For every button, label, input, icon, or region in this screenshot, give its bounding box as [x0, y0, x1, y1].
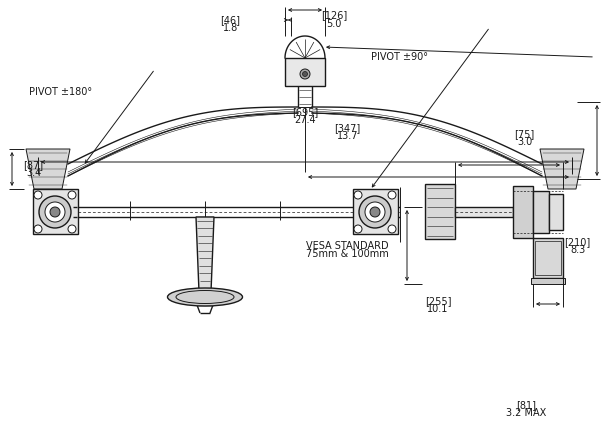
Text: [75]: [75]: [514, 129, 535, 139]
Circle shape: [300, 69, 310, 79]
Circle shape: [68, 191, 76, 199]
Circle shape: [388, 225, 396, 233]
Circle shape: [303, 72, 307, 76]
Circle shape: [354, 225, 362, 233]
Polygon shape: [196, 217, 214, 292]
Text: [347]: [347]: [334, 124, 361, 133]
Bar: [513, 186, 533, 238]
Text: PIVOT ±180°: PIVOT ±180°: [29, 87, 92, 97]
Circle shape: [34, 191, 42, 199]
Circle shape: [370, 207, 380, 217]
Circle shape: [45, 202, 65, 222]
Ellipse shape: [168, 288, 243, 306]
Text: [255]: [255]: [425, 297, 451, 306]
Circle shape: [388, 191, 396, 199]
Text: [695]: [695]: [292, 107, 318, 117]
Text: [87]: [87]: [24, 160, 43, 170]
Bar: [533, 191, 549, 233]
Text: 5.0: 5.0: [326, 19, 342, 28]
Circle shape: [359, 196, 391, 228]
Circle shape: [34, 225, 42, 233]
Bar: [285, 58, 325, 86]
Text: [81]: [81]: [516, 401, 536, 410]
Bar: [33, 189, 78, 234]
Text: 13.7: 13.7: [337, 132, 359, 141]
Text: 3.4: 3.4: [26, 168, 41, 177]
Circle shape: [365, 202, 385, 222]
Text: [126]: [126]: [321, 10, 348, 20]
Text: PIVOT ±90°: PIVOT ±90°: [371, 52, 428, 62]
Text: [210]: [210]: [564, 237, 591, 247]
Text: 8.3: 8.3: [570, 245, 585, 255]
Text: 3.2 MAX: 3.2 MAX: [506, 409, 546, 418]
Circle shape: [50, 207, 60, 217]
Text: VESA STANDARD: VESA STANDARD: [306, 241, 389, 251]
Circle shape: [39, 196, 71, 228]
Bar: [535, 241, 561, 275]
Circle shape: [354, 191, 362, 199]
Text: 3.0: 3.0: [517, 137, 532, 146]
Text: 75mm & 100mm: 75mm & 100mm: [306, 249, 389, 259]
Bar: [353, 189, 398, 234]
Polygon shape: [540, 149, 584, 189]
Bar: [455, 207, 513, 217]
Bar: [425, 184, 455, 239]
Circle shape: [68, 225, 76, 233]
Polygon shape: [26, 149, 70, 189]
Text: 1.8: 1.8: [223, 24, 238, 33]
Text: [46]: [46]: [221, 15, 240, 24]
Bar: [549, 194, 563, 230]
Bar: [531, 278, 565, 284]
Bar: [533, 238, 563, 278]
Text: 10.1: 10.1: [427, 305, 449, 314]
Text: 27.4: 27.4: [294, 115, 316, 125]
